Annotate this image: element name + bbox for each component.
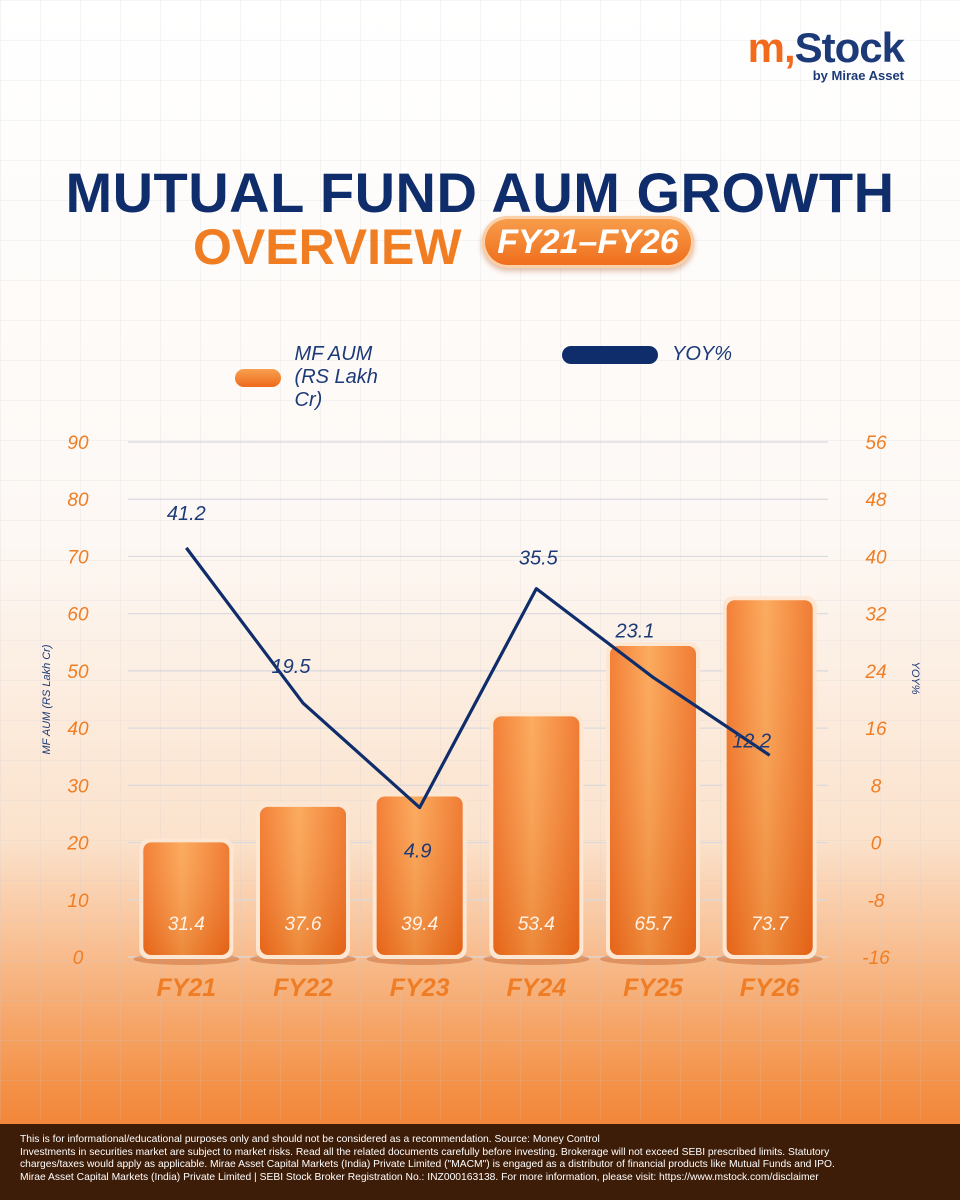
logo-m: m <box>747 24 785 71</box>
y2-axis-title: YOY% <box>909 661 921 694</box>
y2-axis-tick-label: 48 <box>865 490 887 511</box>
yoy-data-label: 19.5 <box>272 656 312 678</box>
yoy-data-label: 12.2 <box>732 730 771 752</box>
disclaimer-line: Mirae Asset Capital Markets (India) Priv… <box>20 1171 819 1183</box>
legend-item-yoy: YOY% <box>562 343 732 366</box>
y2-axis-tick-label: 16 <box>865 719 887 740</box>
y-axis-tick-label: 90 <box>67 433 89 454</box>
disclaimer-line: This is for informational/educational pu… <box>20 1134 600 1145</box>
logo-stock: Stock <box>794 24 905 71</box>
y-axis-tick-label: 60 <box>67 605 89 626</box>
bar-shade <box>493 716 580 955</box>
yoy-data-label: 4.9 <box>404 841 432 863</box>
x-axis-category-label: FY25 <box>623 974 684 1002</box>
bar-value-label: 31.4 <box>168 914 205 935</box>
disclaimer-line: Investments in securities market are sub… <box>20 1146 830 1158</box>
aum-chart: 0 10 20 30 40 50 60 70 80 90 -16 -8 0 8 16 24 32 40 48 56 MF… <box>41 433 921 1002</box>
bar-shade <box>260 806 346 955</box>
bar-shade <box>143 842 230 955</box>
y2-axis-tick-label: 32 <box>865 605 887 626</box>
y2-axis-tick-label: 0 <box>871 834 882 855</box>
period-badge: FY21–FY26 <box>482 216 694 268</box>
legend-label-aum: MF AUM (RS Lakh Cr) <box>294 343 378 411</box>
x-axis-category-label: FY23 <box>390 974 450 1002</box>
y-axis-title: MF AUM (RS Lakh Cr) <box>41 644 53 754</box>
bar-shade <box>376 796 463 955</box>
y-axis-tick-label: 50 <box>67 662 89 683</box>
bar-value-label: 65.7 <box>635 914 673 935</box>
y-axis-tick-label: 70 <box>67 547 89 568</box>
legend-label-yoy: YOY% <box>672 343 733 365</box>
bar-value-label: 37.6 <box>285 914 322 935</box>
x-axis-category-label: FY24 <box>506 974 566 1002</box>
bar-value-label: 39.4 <box>401 914 438 935</box>
y-axis-tick-label: 40 <box>67 719 89 740</box>
yoy-line <box>185 546 771 810</box>
x-axis-category-label: FY22 <box>273 974 333 1002</box>
y2-axis-tick-label: 56 <box>865 433 887 454</box>
y2-axis-tick-label: -16 <box>862 948 890 969</box>
page-title: MUTUAL FUND AUM GROWTH <box>65 161 895 224</box>
yoy-data-label: 35.5 <box>519 548 559 570</box>
mstock-logo: m,Stock by Mirae Asset <box>747 24 905 84</box>
y2-axis-tick-label: -8 <box>868 891 885 912</box>
x-axis-category-label: FY21 <box>156 974 216 1002</box>
yoy-data-label: 23.1 <box>615 620 655 642</box>
disclaimer-line: charges/taxes would apply as applicable.… <box>20 1159 835 1170</box>
bar-shade <box>726 600 813 955</box>
legend-swatch-line <box>562 345 658 364</box>
legend-swatch-bar <box>235 368 281 387</box>
y-axis-tick-label: 80 <box>67 490 89 511</box>
page-subtitle: OVERVIEW <box>193 219 462 275</box>
bar-value-label: 73.7 <box>751 914 789 935</box>
x-axis-category-label: FY26 <box>740 974 801 1002</box>
y-axis-tick-label: 30 <box>67 776 89 797</box>
bar-shade <box>610 646 696 955</box>
logo-byline: by Mirae Asset <box>812 68 904 83</box>
y-axis-tick-label: 0 <box>73 948 84 969</box>
legend-item-aum: MF AUM (RS Lakh Cr) <box>235 343 389 412</box>
logo-comma: , <box>783 24 796 71</box>
y2-axis-tick-label: 24 <box>864 662 886 683</box>
bar-value-label: 53.4 <box>518 914 555 935</box>
y-axis-tick-label: 20 <box>66 834 89 855</box>
y-axis-tick-label: 10 <box>67 891 89 912</box>
y2-axis-tick-label: 8 <box>871 776 882 797</box>
y2-axis-tick-label: 40 <box>865 547 887 568</box>
disclaimer: This is for informational/educational pu… <box>0 1124 960 1200</box>
yoy-data-label: 41.2 <box>167 503 206 525</box>
